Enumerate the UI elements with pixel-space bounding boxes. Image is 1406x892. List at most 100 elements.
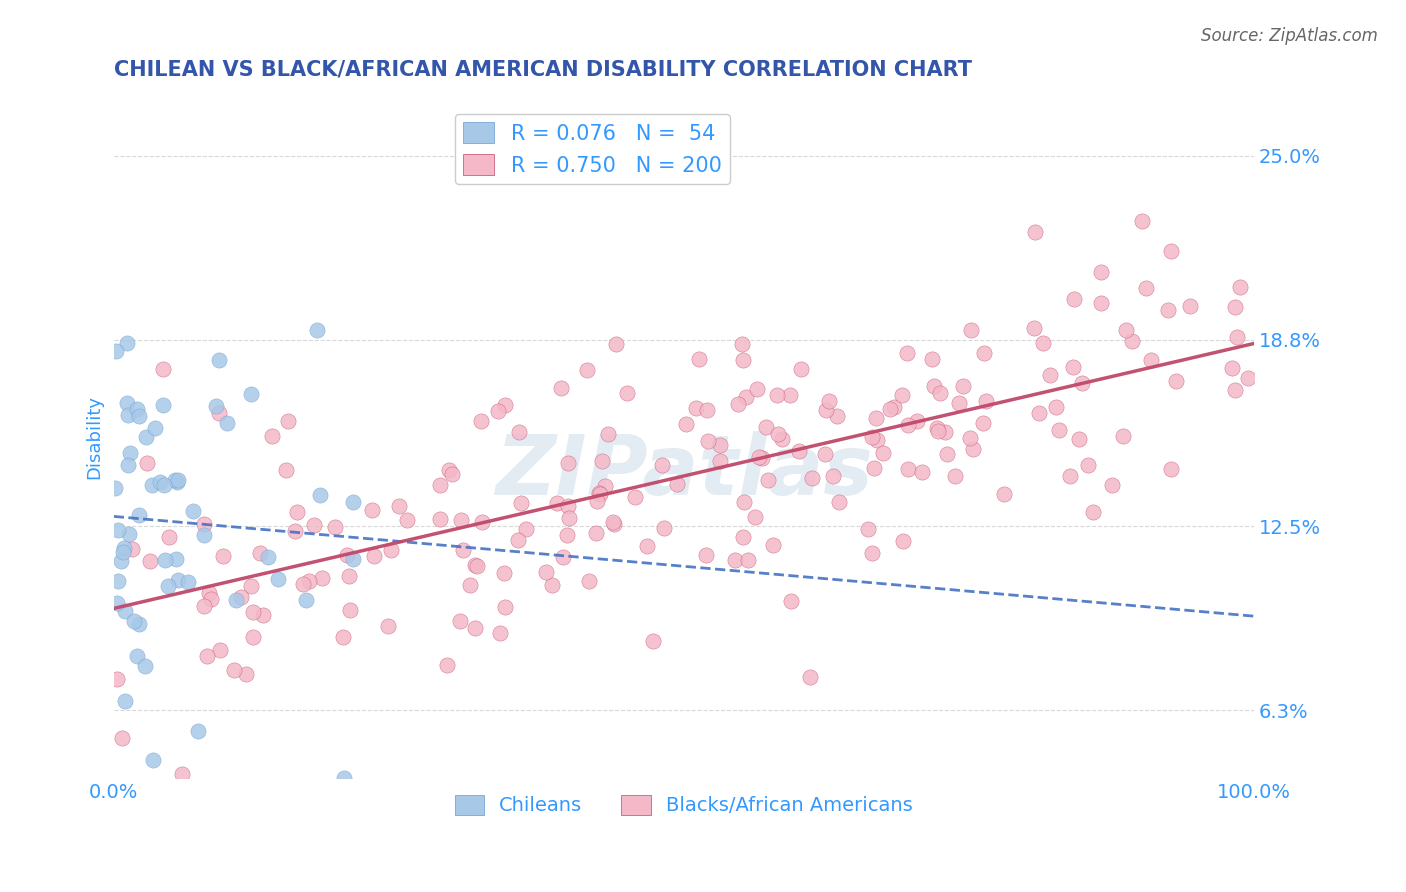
Chileans: [166, 475, 188, 490]
Blacks/African Americans: [709, 453, 731, 467]
Blacks/African Americans: [770, 432, 793, 446]
Chileans: [128, 617, 150, 632]
Chileans: [267, 572, 290, 586]
Blacks/African Americans: [240, 579, 263, 593]
Blacks/African Americans: [936, 447, 959, 461]
Blacks/African Americans: [336, 548, 359, 562]
Chileans: [107, 574, 129, 588]
Blacks/African Americans: [252, 608, 274, 623]
Blacks/African Americans: [1229, 280, 1251, 294]
Blacks/African Americans: [111, 731, 134, 746]
Blacks/African Americans: [948, 396, 970, 410]
Blacks/African Americans: [557, 499, 579, 513]
Blacks/African Americans: [779, 388, 801, 402]
Blacks/African Americans: [441, 467, 464, 481]
Blacks/African Americans: [756, 474, 779, 488]
Blacks/African Americans: [734, 391, 756, 405]
Blacks/African Americans: [285, 505, 308, 519]
Blacks/African Americans: [727, 397, 749, 411]
Blacks/African Americans: [152, 362, 174, 376]
Blacks/African Americans: [170, 767, 193, 781]
Blacks/African Americans: [733, 495, 755, 509]
Blacks/African Americans: [910, 465, 932, 479]
Blacks/African Americans: [298, 574, 321, 588]
Blacks/African Americans: [1045, 400, 1067, 414]
Blacks/African Americans: [1223, 300, 1246, 314]
Blacks/African Americans: [865, 410, 887, 425]
Blacks/African Americans: [332, 630, 354, 644]
Blacks/African Americans: [136, 456, 159, 470]
Blacks/African Americans: [731, 337, 754, 351]
Blacks/African Americans: [541, 578, 564, 592]
Blacks/African Americans: [724, 553, 747, 567]
Blacks/African Americans: [588, 486, 610, 500]
Blacks/African Americans: [817, 393, 839, 408]
Chileans: [142, 753, 165, 767]
Blacks/African Americans: [762, 537, 785, 551]
Blacks/African Americans: [553, 549, 575, 564]
Chileans: [240, 386, 263, 401]
Chileans: [166, 473, 188, 487]
Blacks/African Americans: [464, 621, 486, 635]
Blacks/African Americans: [897, 462, 920, 476]
Blacks/African Americans: [1164, 375, 1187, 389]
Chileans: [127, 649, 149, 664]
Blacks/African Americans: [755, 420, 778, 434]
Blacks/African Americans: [589, 486, 612, 500]
Blacks/African Americans: [558, 511, 581, 525]
Blacks/African Americans: [1059, 469, 1081, 483]
Blacks/African Americans: [896, 346, 918, 360]
Chileans: [308, 488, 330, 502]
Chileans: [225, 593, 247, 607]
Blacks/African Americans: [891, 388, 914, 402]
Blacks/African Americans: [139, 554, 162, 568]
Chileans: [193, 528, 215, 542]
Blacks/African Americans: [229, 590, 252, 604]
Blacks/African Americans: [197, 585, 219, 599]
Blacks/African Americans: [641, 634, 664, 648]
Blacks/African Americans: [862, 460, 884, 475]
Blacks/African Americans: [934, 425, 956, 440]
Blacks/African Americans: [896, 418, 918, 433]
Blacks/African Americans: [790, 361, 813, 376]
Blacks/African Americans: [748, 450, 770, 464]
Blacks/African Americans: [1083, 504, 1105, 518]
Blacks/African Americans: [731, 530, 754, 544]
Blacks/African Americans: [302, 517, 325, 532]
Blacks/African Americans: [624, 490, 647, 504]
Blacks/African Americans: [654, 521, 676, 535]
Blacks/African Americans: [1090, 296, 1112, 310]
Blacks/African Americans: [959, 323, 981, 337]
Chileans: [128, 508, 150, 522]
Chileans: [112, 541, 135, 555]
Blacks/African Americans: [578, 574, 600, 588]
Blacks/African Americans: [1220, 360, 1243, 375]
Blacks/African Americans: [464, 558, 486, 573]
Blacks/African Americans: [277, 415, 299, 429]
Blacks/African Americans: [891, 534, 914, 549]
Blacks/African Americans: [274, 463, 297, 477]
Blacks/African Americans: [1067, 432, 1090, 446]
Blacks/African Americans: [1160, 244, 1182, 258]
Blacks/African Americans: [1226, 330, 1249, 344]
Blacks/African Americans: [709, 438, 731, 452]
Blacks/African Americans: [866, 433, 889, 447]
Blacks/African Americans: [1237, 371, 1260, 385]
Blacks/African Americans: [827, 495, 849, 509]
Text: Source: ZipAtlas.com: Source: ZipAtlas.com: [1201, 27, 1378, 45]
Chileans: [256, 550, 278, 565]
Chileans: [104, 481, 127, 495]
Blacks/African Americans: [751, 451, 773, 466]
Chileans: [153, 553, 176, 567]
Chileans: [134, 659, 156, 673]
Blacks/African Americans: [651, 458, 673, 472]
Blacks/African Americans: [508, 425, 530, 439]
Blacks/African Americans: [799, 670, 821, 684]
Chileans: [167, 573, 190, 587]
Chileans: [165, 551, 187, 566]
Blacks/African Americans: [195, 648, 218, 663]
Chileans: [177, 574, 200, 589]
Blacks/African Americans: [550, 381, 572, 395]
Blacks/African Americans: [546, 495, 568, 509]
Blacks/African Americans: [323, 520, 346, 534]
